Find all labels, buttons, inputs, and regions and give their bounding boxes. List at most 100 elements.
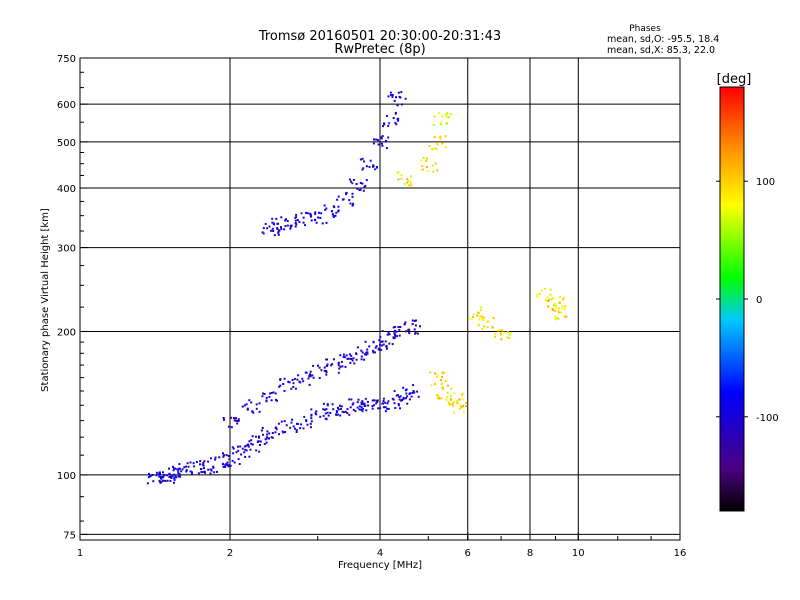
data-point xyxy=(368,165,371,168)
data-point xyxy=(449,113,452,115)
data-point xyxy=(310,219,313,222)
data-point xyxy=(326,364,329,367)
data-point xyxy=(214,456,217,459)
data-point xyxy=(554,315,557,318)
data-point xyxy=(173,481,175,484)
data-point xyxy=(274,431,277,434)
data-point xyxy=(491,326,494,329)
data-point xyxy=(315,221,318,224)
data-point xyxy=(183,466,186,469)
data-point xyxy=(386,407,389,410)
data-point xyxy=(158,475,161,478)
data-point xyxy=(441,387,444,390)
data-point xyxy=(326,404,329,407)
data-point xyxy=(446,391,449,394)
data-point xyxy=(236,420,239,422)
data-point xyxy=(389,91,392,94)
data-point xyxy=(371,399,374,402)
x-tick-label: 1 xyxy=(77,548,83,559)
data-point xyxy=(462,411,465,414)
data-point xyxy=(479,309,482,312)
data-point xyxy=(410,395,413,398)
data-point xyxy=(294,427,296,430)
data-point xyxy=(403,323,406,326)
data-point xyxy=(349,178,351,181)
data-point xyxy=(286,224,289,227)
data-point xyxy=(363,160,365,163)
data-point xyxy=(325,371,328,374)
data-point xyxy=(320,369,323,372)
data-point xyxy=(285,424,288,427)
data-point xyxy=(509,332,512,334)
data-point xyxy=(186,462,189,465)
data-point xyxy=(362,189,365,192)
data-point xyxy=(213,471,216,474)
data-point xyxy=(237,445,239,448)
data-point xyxy=(169,479,172,482)
data-point xyxy=(444,113,447,116)
data-point xyxy=(185,465,187,468)
data-point xyxy=(320,212,323,215)
data-point xyxy=(441,115,444,118)
data-point xyxy=(493,317,495,319)
data-point xyxy=(447,400,450,403)
data-point xyxy=(331,210,334,213)
data-point xyxy=(237,458,240,461)
data-point xyxy=(356,346,359,349)
x-tick-label: 2 xyxy=(227,548,233,559)
data-point xyxy=(348,353,351,356)
data-point xyxy=(564,305,567,308)
data-point xyxy=(251,410,254,413)
data-point xyxy=(561,305,564,308)
data-point xyxy=(480,306,483,309)
data-point xyxy=(499,332,502,335)
data-point xyxy=(225,454,228,457)
data-point xyxy=(364,397,367,400)
data-point xyxy=(397,404,400,407)
data-point xyxy=(388,342,391,345)
data-point xyxy=(258,435,260,438)
data-point xyxy=(355,353,358,355)
data-point xyxy=(438,397,441,400)
data-point xyxy=(391,95,394,98)
data-point xyxy=(419,325,421,328)
data-point xyxy=(265,400,268,403)
y-tick-label: 600 xyxy=(57,100,76,111)
data-point xyxy=(358,189,361,192)
data-point xyxy=(414,332,417,335)
data-point xyxy=(366,348,369,351)
data-point xyxy=(408,184,410,187)
data-point xyxy=(168,476,171,478)
data-point xyxy=(262,227,265,230)
data-point xyxy=(309,426,312,429)
data-point xyxy=(435,376,438,378)
data-point xyxy=(292,425,295,428)
data-point xyxy=(341,365,344,368)
data-point xyxy=(251,435,254,438)
data-point xyxy=(552,309,555,312)
data-point xyxy=(392,326,395,329)
data-point xyxy=(352,402,355,405)
data-point xyxy=(381,344,383,347)
data-point xyxy=(314,211,317,214)
data-point xyxy=(283,228,286,231)
data-point xyxy=(448,402,451,405)
data-point xyxy=(237,449,240,452)
data-point xyxy=(311,374,314,377)
data-point xyxy=(325,370,328,372)
data-point xyxy=(393,390,396,393)
data-point xyxy=(382,343,385,346)
colorbar-label: [deg] xyxy=(717,72,752,87)
data-point xyxy=(452,405,454,408)
data-point xyxy=(291,418,294,421)
data-point xyxy=(360,408,362,411)
data-point xyxy=(342,355,345,358)
data-point xyxy=(461,392,464,395)
data-point xyxy=(268,225,271,228)
data-point xyxy=(413,391,416,394)
data-point xyxy=(294,219,297,222)
data-point xyxy=(394,121,397,124)
data-point xyxy=(556,317,559,320)
data-point xyxy=(277,229,280,232)
data-point xyxy=(561,307,564,310)
